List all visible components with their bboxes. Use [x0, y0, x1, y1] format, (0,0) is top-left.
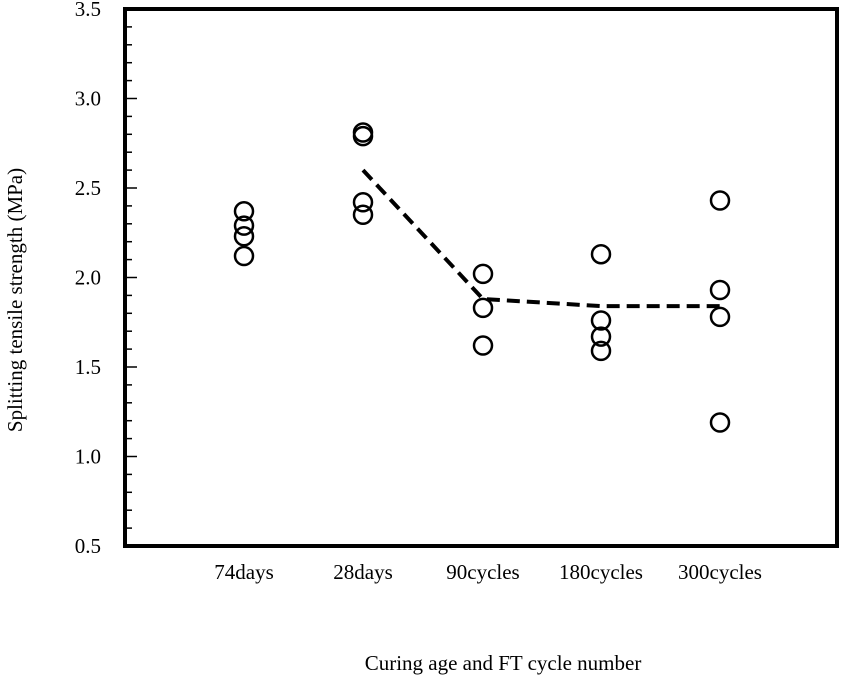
- data-point: [709, 306, 731, 328]
- data-point: [590, 243, 612, 265]
- y-axis-title: Splitting tensile strength (MPa): [3, 168, 27, 432]
- data-point: [233, 201, 255, 222]
- y-tick-label: 1.0: [75, 445, 101, 469]
- data-point: [352, 192, 374, 213]
- data-point: [233, 215, 255, 236]
- x-tick-label: 74days: [214, 560, 274, 584]
- y-axis-ticks: [125, 8, 137, 547]
- y-tick-label: 2.0: [75, 266, 101, 290]
- data-point: [472, 263, 494, 285]
- x-tick-label: 28days: [333, 560, 393, 584]
- data-point: [590, 326, 612, 347]
- data-point: [352, 125, 374, 147]
- x-tick-label: 180cycles: [559, 560, 643, 584]
- x-axis-title: Curing age and FT cycle number: [365, 651, 642, 675]
- y-tick-label: 1.5: [75, 355, 101, 379]
- x-axis-tick-labels: 74days 28days 90cycles 180cycles 300cycles: [214, 560, 762, 584]
- data-point: [590, 340, 612, 362]
- data-point: [352, 204, 374, 226]
- data-point: [709, 279, 731, 301]
- trend-line-group: [361, 168, 720, 309]
- data-points-group: [233, 122, 731, 433]
- y-tick-label: 3.5: [75, 0, 101, 21]
- data-point: [472, 335, 494, 356]
- data-point: [472, 297, 494, 319]
- y-tick-label: 2.5: [75, 176, 101, 200]
- x-tick-label: 300cycles: [678, 560, 762, 584]
- y-tick-label: 0.5: [75, 534, 101, 558]
- data-point: [233, 226, 255, 247]
- data-point: [233, 245, 255, 267]
- trend-line: [361, 168, 720, 309]
- y-axis-tick-labels: 0.5 1.0 1.5 2.0 2.5 3.0 3.5: [75, 0, 101, 558]
- data-point: [590, 310, 612, 331]
- y-tick-label: 3.0: [75, 87, 101, 111]
- data-point: [709, 190, 731, 211]
- data-point: [709, 412, 731, 433]
- x-tick-label: 90cycles: [446, 560, 519, 584]
